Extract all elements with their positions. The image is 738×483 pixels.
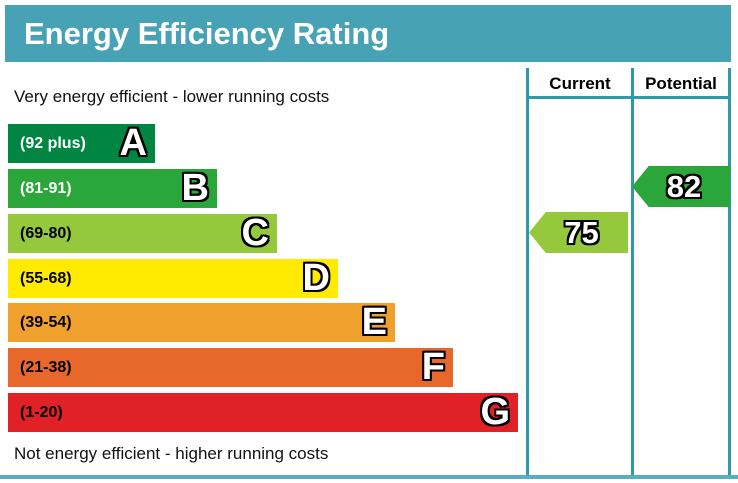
band-range-label: (1-20) [20,403,63,421]
bottom-note: Not energy efficient - higher running co… [14,444,329,463]
current-rating-arrow: 75 [529,212,628,253]
band-letter: B [181,166,209,209]
band-letter: G [480,390,510,433]
band-letter: C [241,211,269,254]
column-header-potential: Potential [645,74,717,93]
band-e: (39-54) E [8,303,395,342]
top-note: Very energy efficient - lower running co… [14,87,330,106]
grid-line-left [526,68,529,477]
potential-rating-arrow: 82 [632,166,730,207]
grid-line-right [728,68,731,477]
grid-line-header [526,96,731,99]
band-letter: E [361,300,387,343]
band-range-label: (55-68) [20,269,72,287]
band-a: (92 plus) A [8,124,155,163]
title-banner: Energy Efficiency Rating [5,5,731,62]
band-range-label: (92 plus) [20,134,86,152]
band-b: (81-91) B [8,169,217,208]
band-letter: A [119,121,147,164]
band-f: (21-38) F [8,348,453,387]
grid-line-bottom [0,475,738,479]
band-range-label: (39-54) [20,313,72,331]
band-c: (69-80) C [8,214,277,253]
column-header-current: Current [549,74,611,93]
page-title: Energy Efficiency Rating [24,15,390,51]
band-range-label: (21-38) [20,358,72,376]
band-range-label: (81-91) [20,179,72,197]
grid-line-middle [631,68,634,477]
band-range-label: (69-80) [20,224,72,242]
band-letter: D [302,256,330,299]
current-rating-value: 75 [564,215,599,250]
band-letter: F [421,345,445,388]
potential-rating-value: 82 [666,169,702,204]
band-d: (55-68) D [8,259,338,298]
band-g: (1-20) G [8,393,518,432]
